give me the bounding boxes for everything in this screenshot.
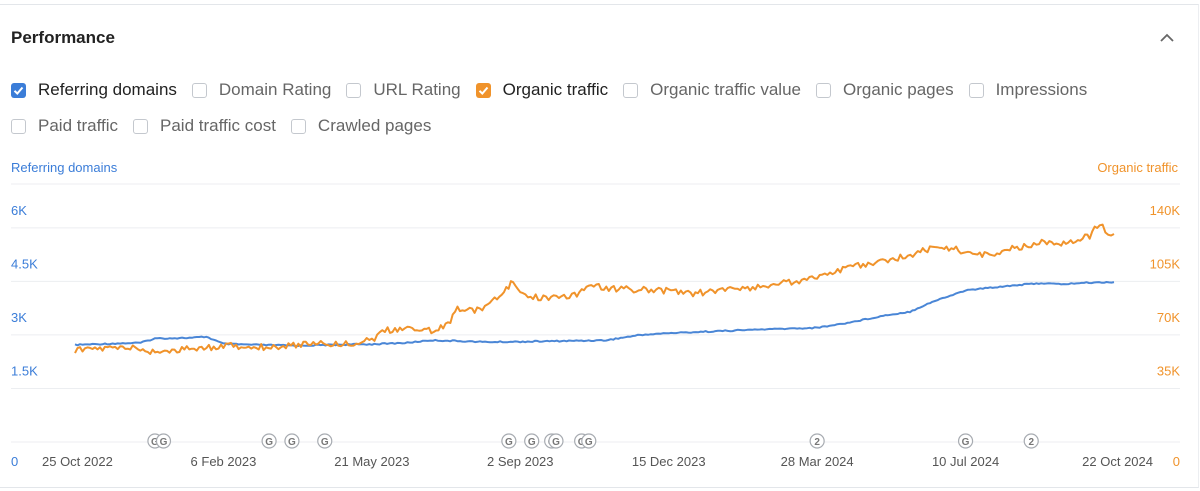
x-axis-tick-label: 28 Mar 2024: [781, 454, 854, 469]
left-axis-title: Referring domains: [11, 160, 118, 175]
panel-title: Performance: [11, 28, 115, 47]
google-update-icon[interactable]: [501, 433, 517, 449]
right-axis-tick-label: 105K: [1150, 256, 1181, 271]
x-axis-tick-label: 22 Oct 2024: [1082, 454, 1153, 469]
metric-checkbox-row-2: Paid traffic Paid traffic cost Crawled pag…: [11, 116, 446, 136]
series-line-organic-traffic: [74, 223, 1115, 355]
x-axis-tick-label: 6 Feb 2023: [191, 454, 257, 469]
right-axis-title: Organic traffic: [1097, 160, 1178, 175]
checkbox-impressions[interactable]: Impressions: [968, 80, 1088, 100]
event-marker-label: G: [528, 437, 536, 448]
google-update-icon[interactable]: [581, 433, 597, 449]
checkbox-referring-domains[interactable]: Referring domains: [11, 80, 177, 100]
left-axis-tick-label: 0: [11, 454, 18, 469]
left-axis-tick-label: 4.5K: [11, 256, 38, 271]
event-marker-label: 2: [814, 437, 820, 448]
numbered-event-icon[interactable]: [809, 433, 825, 449]
chevron-up-icon[interactable]: [1158, 31, 1176, 45]
google-update-icon[interactable]: [317, 433, 333, 449]
checkbox-empty-icon[interactable]: [290, 118, 306, 134]
x-axis-tick-label: 10 Jul 2024: [932, 454, 999, 469]
event-marker-label: G: [160, 437, 168, 448]
google-update-icon[interactable]: [957, 433, 974, 449]
x-axis-tick-label: 2 Sep 2023: [487, 454, 554, 469]
checkbox-empty-icon[interactable]: [816, 82, 831, 98]
right-axis-tick-label: 70K: [1157, 310, 1180, 325]
checkbox-organic-traffic-value[interactable]: Organic traffic value: [623, 80, 801, 100]
event-marker-label: G: [962, 437, 970, 448]
performance-panel: Performance Referring domains Domain Rati…: [0, 4, 1199, 488]
event-marker-label: G: [288, 437, 296, 448]
google-update-icon[interactable]: [155, 433, 172, 449]
checkbox-domain-rating[interactable]: Domain Rating: [191, 80, 332, 100]
checkbox-organic-pages[interactable]: Organic pages: [816, 80, 954, 100]
checkbox-organic-traffic[interactable]: Organic traffic: [475, 80, 609, 100]
right-axis-tick-label: 35K: [1157, 363, 1180, 378]
right-axis-tick-label: 0: [1173, 454, 1180, 469]
checkbox-empty-icon[interactable]: [133, 118, 149, 134]
checkbox-label: Organic traffic value: [650, 80, 801, 99]
checkbox-empty-icon[interactable]: [623, 82, 639, 98]
event-marker-label: G: [151, 437, 159, 448]
checkbox-label: Impressions: [995, 80, 1088, 99]
checkbox-label: Paid traffic cost: [160, 116, 276, 135]
checkbox-checked-icon[interactable]: [475, 82, 491, 98]
x-axis-tick-label: 25 Oct 2022: [42, 454, 113, 469]
event-marker-label: G: [321, 437, 329, 448]
checkbox-url-rating[interactable]: URL Rating: [346, 80, 461, 100]
left-axis-tick-label: 1.5K: [11, 363, 38, 378]
checkbox-label: Organic pages: [843, 80, 954, 99]
left-axis-tick-label: 3K: [11, 310, 27, 325]
checkbox-paid-traffic[interactable]: Paid traffic: [11, 116, 118, 136]
checkbox-checked-icon[interactable]: [11, 82, 26, 98]
event-marker-label: G: [585, 437, 593, 448]
left-axis-tick-label: 6K: [11, 203, 27, 218]
checkbox-label: Organic traffic: [502, 80, 609, 99]
google-update-icon[interactable]: [524, 433, 540, 449]
event-marker-label: 2: [1028, 437, 1034, 448]
checkbox-label: Referring domains: [38, 80, 177, 99]
metric-checkbox-row-1: Referring domains Domain Rating URL Rating…: [11, 80, 1102, 100]
google-update-icon[interactable]: [284, 433, 300, 449]
checkbox-empty-icon[interactable]: [191, 82, 207, 98]
event-marker-label: G: [265, 437, 273, 448]
checkbox-paid-traffic-cost[interactable]: Paid traffic cost: [133, 116, 276, 136]
event-marker-label: G: [552, 437, 560, 448]
checkbox-empty-icon[interactable]: [968, 82, 984, 98]
series-line-referring-domains: [74, 281, 1115, 348]
numbered-event-icon[interactable]: [1023, 433, 1039, 449]
checkbox-label: Crawled pages: [317, 116, 432, 135]
checkbox-label: Domain Rating: [218, 80, 332, 99]
checkbox-empty-icon[interactable]: [346, 82, 362, 98]
google-update-icon[interactable]: [548, 433, 564, 449]
right-axis-tick-label: 140K: [1150, 203, 1181, 218]
checkbox-crawled-pages[interactable]: Crawled pages: [290, 116, 432, 136]
x-axis-tick-label: 15 Dec 2023: [632, 454, 706, 469]
checkbox-label: URL Rating: [373, 80, 461, 99]
checkbox-label: Paid traffic: [38, 116, 119, 135]
event-marker-label: G: [505, 437, 513, 448]
google-update-icon[interactable]: [261, 433, 277, 449]
checkbox-empty-icon[interactable]: [11, 118, 26, 134]
x-axis-tick-label: 21 May 2023: [334, 454, 409, 469]
